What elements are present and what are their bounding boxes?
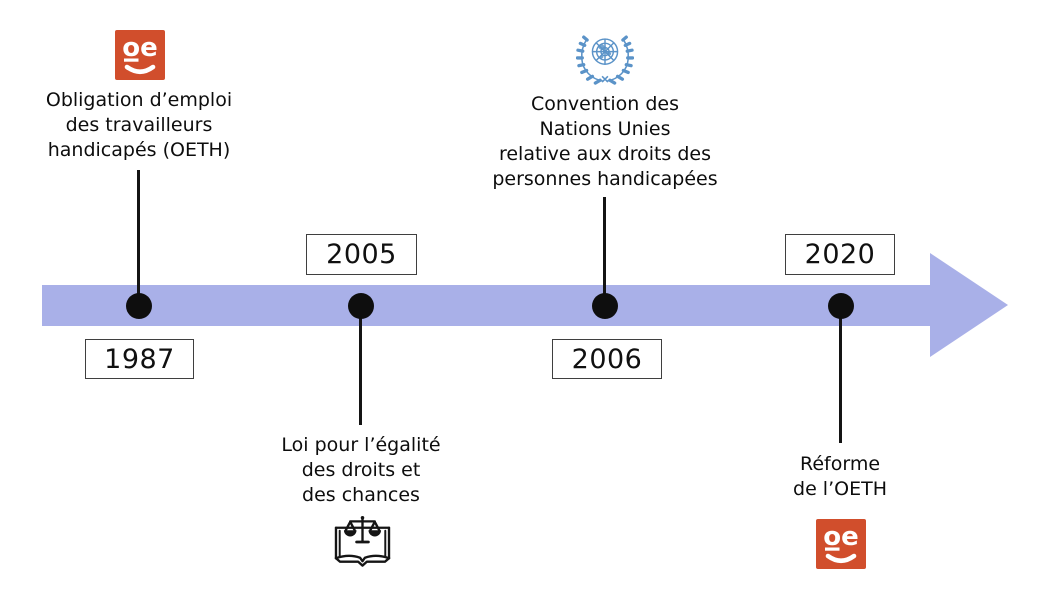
timeline-arrowhead-icon (930, 253, 1008, 357)
event-label-2020: Réforme de l’OETH (793, 453, 887, 500)
year-box-1987: 1987 (85, 339, 194, 379)
year-box-2005: 2005 (306, 234, 417, 275)
year-box-2006: 2006 (552, 339, 662, 379)
oeth-logo-underline (825, 547, 840, 551)
timeline-dot-2005 (348, 293, 374, 319)
timeline-dot-2020 (828, 293, 854, 319)
year-box-2020: 2020 (785, 234, 895, 275)
event-label-1987: Obligation d’emploi des travailleurs han… (45, 89, 233, 161)
law-book-scales-icon (329, 514, 396, 569)
connector-line-2020 (839, 306, 842, 443)
un-emblem-icon (576, 27, 634, 85)
oeth-logo-letters: oe (122, 33, 158, 63)
oeth-logo-underline (124, 58, 139, 62)
connector-line-2005 (359, 306, 362, 425)
oeth-logo-smile (124, 64, 156, 75)
event-label-2005: Loi pour l’égalité des droits et des cha… (281, 434, 441, 506)
un-globe-landmasses (598, 44, 612, 59)
timeline-bar (42, 285, 930, 326)
oeth-logo-icon: oe (816, 519, 866, 569)
timeline-dot-2006 (592, 293, 618, 319)
connector-line-1987 (137, 170, 140, 306)
connector-line-2006 (603, 197, 606, 306)
oeth-logo-letters: oe (823, 522, 859, 552)
timeline-dot-1987 (126, 293, 152, 319)
event-label-2006: Convention des Nations Unies relative au… (492, 93, 718, 190)
oeth-logo-icon: oe (115, 30, 165, 80)
oeth-logo-smile (825, 553, 857, 564)
